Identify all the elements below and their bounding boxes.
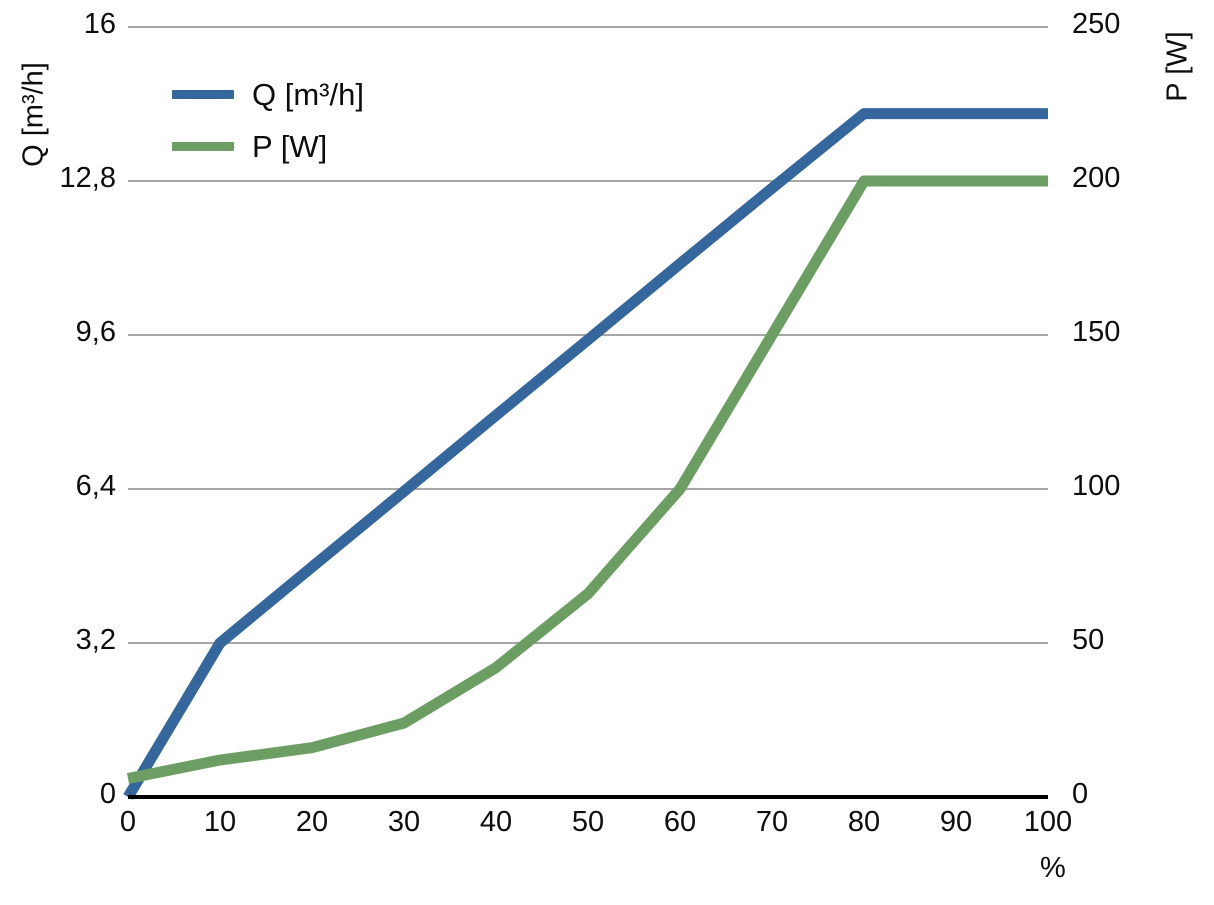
y-axis-right-tick-label: 250 — [1072, 8, 1121, 40]
legend-swatch-icon — [172, 141, 234, 151]
legend-swatch-icon — [172, 89, 234, 99]
x-axis-tick-label: 60 — [663, 806, 697, 838]
series-line-q — [123, 108, 1048, 800]
x-axis-tick-label: 80 — [847, 806, 881, 838]
x-axis-tick-label: 10 — [203, 806, 237, 838]
plot-area — [123, 26, 1048, 800]
y-axis-left-tick-label: 6,4 — [75, 470, 116, 502]
x-axis-tick-label: 90 — [939, 806, 973, 838]
y-axis-right-tick-label: 200 — [1072, 162, 1121, 194]
y-axis-left-tick-label: 9,6 — [75, 316, 116, 348]
y-axis-left-tick-label: 3,2 — [75, 624, 116, 656]
legend-item-label: P [W] — [252, 128, 328, 164]
y-axis-right-tick-label: 50 — [1072, 624, 1105, 656]
y-axis-right-tick-label: 0 — [1072, 778, 1089, 810]
legend-item[interactable]: Q [m³/h] — [172, 73, 364, 115]
x-axis-tick-label: 70 — [755, 806, 789, 838]
x-axis-tick-label: 0 — [119, 806, 137, 838]
x-axis-tick-label: 30 — [387, 806, 421, 838]
series-layer — [123, 108, 1048, 800]
x-axis-tick-label: 100 — [1023, 806, 1073, 838]
legend-item-label: Q [m³/h] — [252, 76, 364, 112]
y-axis-left-tick-label: 16 — [83, 8, 116, 40]
x-axis-tick-label: 20 — [295, 806, 329, 838]
x-axis-tick-label: 40 — [479, 806, 513, 838]
y-axis-left-tick-label: 12,8 — [59, 162, 116, 194]
y-axis-right-tick-label: 100 — [1072, 470, 1121, 502]
chart-legend: Q [m³/h] P [W] — [172, 73, 364, 167]
x-axis-title: % — [1040, 852, 1066, 884]
x-axis-tick-label: 50 — [571, 806, 605, 838]
y-axis-left-tick-label: 0 — [99, 778, 116, 810]
plot-svg — [123, 26, 1048, 800]
legend-item[interactable]: P [W] — [172, 125, 364, 167]
y-axis-right-tick-label: 150 — [1072, 316, 1121, 348]
series-line-p — [126, 175, 1048, 784]
